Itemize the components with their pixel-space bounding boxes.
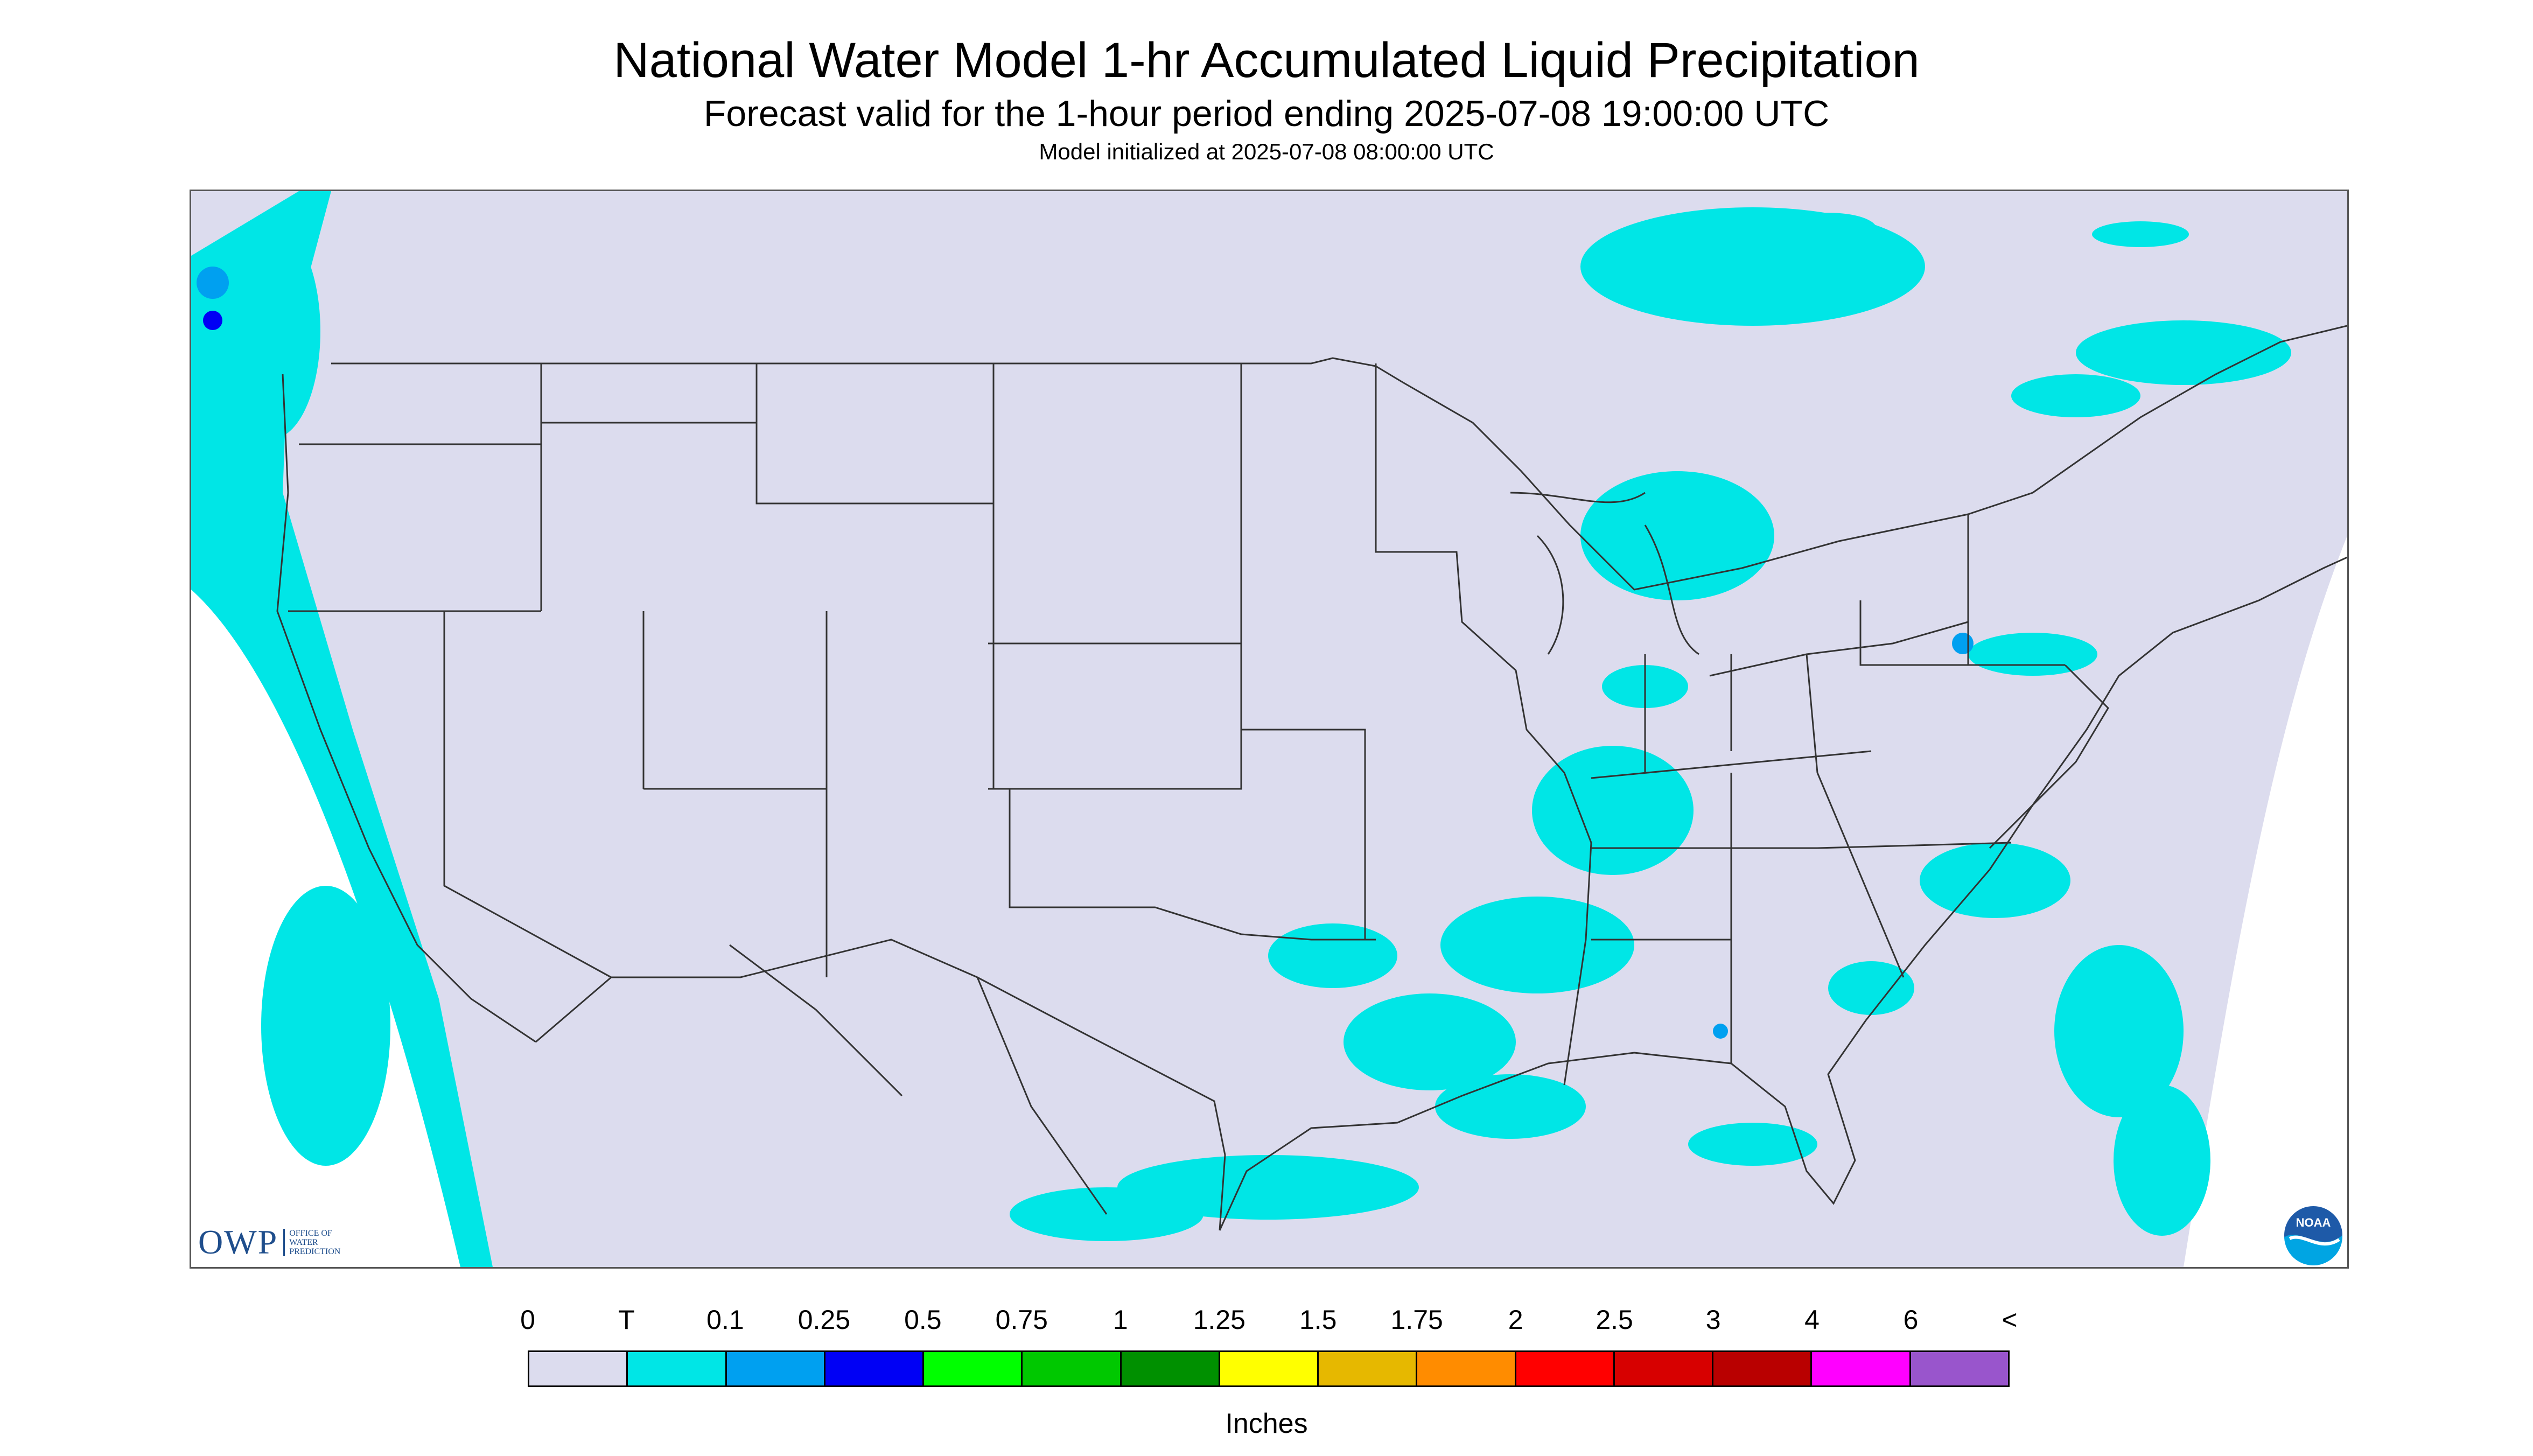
legend-swatch: [726, 1352, 825, 1385]
legend-swatch: [628, 1352, 727, 1385]
legend-labels: 0 T 0.1 0.25 0.5 0.75 1 1.25 1.5 1.75 2 2.5 3 4 6 <: [520, 1304, 2046, 1336]
precip-blob: [1580, 471, 1774, 600]
precip-blob: [1780, 213, 1877, 245]
legend-swatch: [1911, 1352, 2008, 1385]
legend-label: 6: [1903, 1305, 1919, 1335]
legend-units: Inches: [1225, 1408, 1308, 1439]
model-init-text: Model initialized at 2025-07-08 08:00:00…: [1039, 139, 1494, 164]
legend-swatch: [1713, 1352, 1813, 1385]
legend-swatch: [1417, 1352, 1516, 1385]
owp-logo-subtitle: OFFICE OF WATER PREDICTION: [283, 1228, 341, 1256]
precip-blob: [1440, 897, 1634, 993]
legend-label: 1.25: [1193, 1305, 1245, 1335]
precip-blob: [1828, 961, 1914, 1015]
legend-label: 3: [1705, 1305, 1721, 1335]
precip-blob: [1656, 223, 1785, 267]
precip-blob: [1532, 746, 1694, 875]
precip-spot: [203, 311, 222, 330]
legend-label: 1.75: [1390, 1305, 1443, 1335]
legend-swatch: [825, 1352, 925, 1385]
legend-label: 0.75: [995, 1305, 1048, 1335]
precip-blob: [261, 886, 390, 1166]
precip-blob: [1344, 993, 1516, 1090]
noaa-logo-text: NOAA: [2296, 1216, 2331, 1229]
precip-blob: [2092, 221, 2189, 247]
precip-blob: [2114, 1085, 2210, 1236]
legend-swatch: [1220, 1352, 1319, 1385]
owp-logo-line: WATER: [289, 1237, 318, 1247]
precip-blob: [2054, 945, 2184, 1117]
legend-label: T: [618, 1305, 635, 1335]
owp-logo-line: OFFICE OF: [289, 1228, 332, 1238]
precip-blob: [1968, 633, 2097, 676]
precip-blob: [1435, 1074, 1586, 1139]
legend-swatch: [1516, 1352, 1615, 1385]
legend-swatch: [1614, 1352, 1714, 1385]
precip-spot: [197, 267, 229, 299]
precip-blob: [1920, 843, 2070, 918]
precip-areas: [191, 191, 2291, 1267]
precip-blob: [1688, 1123, 1817, 1166]
precip-blob: [2011, 374, 2140, 417]
precip-west-coast: [191, 191, 493, 1267]
legend-label: 0.25: [797, 1305, 851, 1335]
legend-label: 2: [1508, 1305, 1523, 1335]
legend-label: <: [2002, 1305, 2018, 1335]
precipitation-map: [190, 190, 2349, 1269]
legend-label: 4: [1804, 1305, 1820, 1335]
owp-logo-mark: OWP: [198, 1223, 278, 1261]
legend-swatch: [529, 1352, 628, 1385]
legend-label: 1.5: [1299, 1305, 1337, 1335]
legend-label: 0: [520, 1305, 535, 1335]
legend-swatch: [1319, 1352, 1418, 1385]
precip-spot: [1952, 633, 1974, 654]
map-title: National Water Model 1-hr Accumulated Li…: [613, 33, 1920, 88]
legend-label: 2.5: [1596, 1305, 1633, 1335]
precip-spot: [1713, 1024, 1728, 1039]
map-canvas: [191, 191, 2347, 1267]
legend-label: 1: [1112, 1305, 1128, 1335]
precip-blob: [223, 223, 320, 439]
legend-swatch: [1023, 1352, 1122, 1385]
owp-logo-line: PREDICTION: [289, 1247, 341, 1256]
political-boundaries: [276, 325, 2347, 1231]
precip-blob: [1268, 923, 1397, 988]
map-subtitle: Forecast valid for the 1-hour period end…: [703, 93, 1830, 134]
legend-colorbar: [528, 1350, 2010, 1387]
legend-swatch: [1121, 1352, 1220, 1385]
legend-label: 0.5: [904, 1305, 942, 1335]
legend-swatch: [1812, 1352, 1911, 1385]
noaa-logo: NOAA: [2284, 1206, 2343, 1265]
legend-swatch: [924, 1352, 1023, 1385]
precip-blob: [2076, 320, 2291, 385]
legend-label: 0.1: [706, 1305, 744, 1335]
owp-logo: OWP OFFICE OF WATER PREDICTION: [198, 1222, 340, 1262]
